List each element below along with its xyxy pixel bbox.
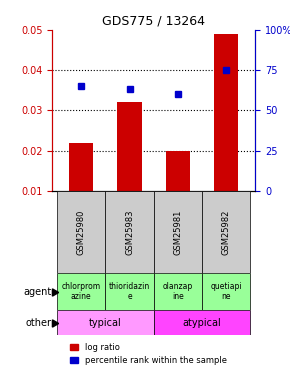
- Legend: log ratio, percentile rank within the sample: log ratio, percentile rank within the sa…: [66, 339, 230, 368]
- Text: GSM25980: GSM25980: [77, 209, 86, 255]
- Title: GDS775 / 13264: GDS775 / 13264: [102, 15, 205, 27]
- Bar: [154, 273, 202, 310]
- Bar: [105, 273, 154, 310]
- Bar: [69, 142, 93, 191]
- Text: GSM25983: GSM25983: [125, 209, 134, 255]
- Text: GSM25982: GSM25982: [222, 209, 231, 255]
- Bar: [202, 191, 250, 273]
- Text: quetiapi
ne: quetiapi ne: [210, 282, 242, 302]
- Text: thioridazin
e: thioridazin e: [109, 282, 150, 302]
- Bar: [154, 310, 250, 335]
- Text: GSM25981: GSM25981: [173, 209, 182, 255]
- Text: typical: typical: [89, 318, 122, 328]
- Bar: [154, 191, 202, 273]
- Bar: [57, 191, 105, 273]
- Bar: [105, 191, 154, 273]
- Text: agent: agent: [23, 287, 51, 297]
- Bar: [57, 273, 105, 310]
- Bar: [214, 34, 238, 191]
- Bar: [57, 310, 154, 335]
- Bar: [202, 273, 250, 310]
- Text: olanzap
ine: olanzap ine: [163, 282, 193, 302]
- Text: atypical: atypical: [183, 318, 221, 328]
- Bar: [166, 150, 190, 191]
- Text: other: other: [25, 318, 51, 328]
- Text: chlorprom
azine: chlorprom azine: [62, 282, 101, 302]
- Bar: [117, 102, 142, 191]
